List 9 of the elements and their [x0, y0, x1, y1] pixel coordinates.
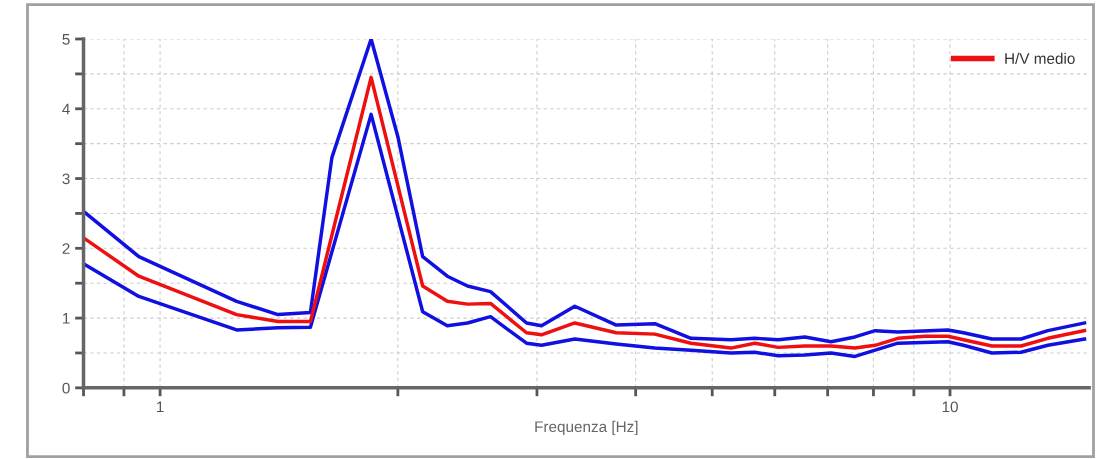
y-tick-label: 0 — [62, 382, 70, 394]
y-tick-label: 5 — [62, 34, 70, 45]
x-axis-title: Frequenza [Hz] — [535, 420, 638, 436]
y-tick-label: 3 — [62, 173, 70, 185]
y-tick-label: 4 — [62, 103, 70, 115]
y-tick-label: 1 — [63, 313, 70, 324]
x-tick-label: 10 — [942, 401, 958, 413]
legend-label: H/V medio — [1005, 52, 1075, 64]
y-tick-label: 2 — [62, 243, 70, 254]
